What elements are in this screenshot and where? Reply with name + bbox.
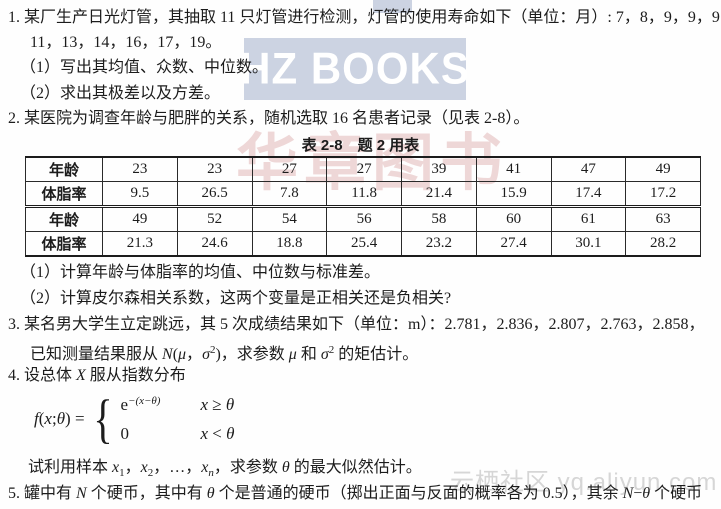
table-row: 体脂率 9.5 26.5 7.8 11.8 21.4 15.9 17.4 17.2 (25, 181, 701, 208)
data-cell: 9.5 (102, 181, 178, 208)
problem-4-intro: 4. 设总体 X 服从指数分布 (8, 367, 186, 384)
data-cell: 27.4 (475, 231, 552, 257)
case-1-expression: e−(x−θ) (120, 394, 161, 414)
data-cell: 23 (176, 156, 253, 182)
formula-cases: e−(x−θ) x ≥ θ 0 x < θ (120, 395, 234, 444)
data-cell: 61 (550, 206, 627, 232)
case-2-condition: x < θ (200, 423, 235, 443)
problem-1-line-1: 1. 某厂生产日光灯管，其抽取 11 只灯管进行检测，灯管的使用寿命如下（单位：… (8, 9, 721, 26)
data-cell: 41 (475, 156, 552, 182)
data-cell: 18.8 (251, 231, 328, 257)
data-cell: 58 (401, 206, 477, 232)
problem-4-sample: 试利用样本 x1，x2，…，xn，求参数 θ 的最大似然估计。 (28, 459, 422, 479)
data-cell: 54 (251, 206, 328, 232)
formula-case-1: e−(x−θ) x ≥ θ (120, 395, 234, 415)
data-cell: 52 (176, 206, 253, 232)
data-cell: 27 (326, 156, 402, 182)
data-cell: 26.5 (176, 181, 253, 208)
table-row: 体脂率 21.3 24.6 18.8 25.4 23.2 27.4 30.1 28.2 (25, 231, 701, 257)
problem-1-part-1: （1）写出其均值、众数、中位数。 (20, 59, 269, 76)
data-cell: 11.8 (326, 181, 402, 208)
data-cell: 27 (251, 156, 328, 182)
data-cell: 24.6 (176, 231, 253, 257)
data-cell: 23 (102, 156, 178, 182)
table-2-8-body: 年龄 23 23 27 27 39 41 47 49 体脂率 9.5 26.5 7.8 11.8 21.4 1… (25, 156, 701, 257)
data-cell: 56 (326, 206, 402, 232)
cases-brace: { (92, 389, 113, 449)
data-cell: 21.3 (102, 231, 178, 257)
data-cell: 30.1 (550, 231, 627, 257)
problem-2-part-2: （2）计算皮尔森相关系数，这两个变量是正相关还是负相关? (20, 290, 452, 307)
row-label-cell: 体脂率 (25, 231, 103, 257)
row-label-cell: 体脂率 (25, 181, 103, 208)
table-2-8: 年龄 23 23 27 27 39 41 47 49 体脂率 9.5 26.5 7.8 11.8 21.4 1… (25, 156, 701, 257)
row-label-cell: 年龄 (25, 206, 103, 232)
problem-3-line-2: 已知测量结果服从 N(μ，σ2)，求参数 μ 和 σ2 的矩估计。 (30, 344, 419, 363)
data-cell: 47 (550, 156, 627, 182)
data-cell: 25.4 (326, 231, 402, 257)
case-1-condition: x ≥ θ (200, 394, 235, 414)
data-cell: 49 (102, 206, 178, 232)
case-2-expression: 0 (120, 423, 129, 443)
problem-1-line-2: 11，13，14，16，17，19。 (30, 34, 222, 51)
problem-2-part-1: （1）计算年龄与体脂率的均值、中位数与标准差。 (20, 264, 381, 281)
data-cell: 21.4 (401, 181, 477, 208)
data-cell: 7.8 (251, 181, 328, 208)
problem-3-line-1: 3. 某名男大学生立定跳远，其 5 次成绩结果如下（单位：m）：2.781，2.… (8, 316, 705, 333)
exponential-density-formula: f(x;θ) = { e−(x−θ) x ≥ θ 0 x < θ (34, 392, 234, 446)
row-label-cell: 年龄 (25, 156, 103, 182)
formula-case-2: 0 x < θ (120, 424, 234, 444)
data-cell: 28.2 (625, 231, 701, 257)
hz-books-watermark-text: HZ BOOKS (240, 43, 470, 94)
problem-2-intro: 2. 某医院为调查年龄与肥胖的关系，随机选取 16 名患者记录（见表 2-8）。 (8, 110, 530, 127)
data-cell: 17.4 (550, 181, 627, 208)
hz-books-watermark: HZ BOOKS (240, 38, 469, 100)
data-cell: 17.2 (625, 181, 701, 208)
data-cell: 63 (625, 206, 701, 232)
data-cell: 15.9 (475, 181, 552, 208)
table-row: 年龄 23 23 27 27 39 41 47 49 (25, 156, 701, 182)
formula-lhs: f(x;θ) = (34, 409, 85, 428)
data-cell: 23.2 (401, 231, 477, 257)
table-caption: 表 2-8 题 2 用表 (301, 137, 420, 154)
problem-1-part-2: （2）求出其极差以及方差。 (20, 85, 221, 102)
table-row: 年龄 49 52 54 56 58 60 61 63 (25, 206, 701, 232)
data-cell: 49 (625, 156, 701, 182)
problem-5-line-1: 5. 罐中有 N 个硬币，其中有 θ 个是普通的硬币（掷出正面与反面的概率各为 … (8, 485, 703, 502)
data-cell: 39 (401, 156, 477, 182)
data-cell: 60 (475, 206, 552, 232)
